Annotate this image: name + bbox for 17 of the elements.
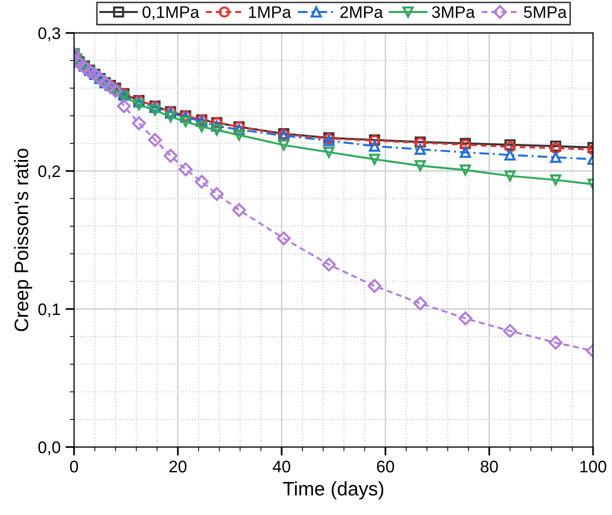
legend-label: 0,1MPa xyxy=(142,6,200,20)
x-tick-label: 100 xyxy=(580,460,606,472)
legend-label: 3MPa xyxy=(432,6,475,18)
y-tick-label: 0,3 xyxy=(38,27,60,42)
y-tick-label: 0,2 xyxy=(38,165,60,180)
y-axis-title: Creep Poisson's ratio xyxy=(14,148,32,332)
legend-label: 5MPa xyxy=(524,6,567,18)
x-axis-title: Time (days) xyxy=(283,481,384,500)
x-tick-label: 20 xyxy=(169,460,186,472)
legend-label: 2MPa xyxy=(340,6,384,18)
legend-label: 1MPa xyxy=(248,6,292,18)
y-tick-label: 0,1 xyxy=(38,303,60,318)
x-tick-label: 40 xyxy=(272,460,290,472)
x-tick-label: 80 xyxy=(480,460,498,472)
x-tick-label: 60 xyxy=(377,460,394,472)
x-tick-label: 0 xyxy=(70,460,78,472)
y-tick-label: 0,0 xyxy=(38,441,60,456)
